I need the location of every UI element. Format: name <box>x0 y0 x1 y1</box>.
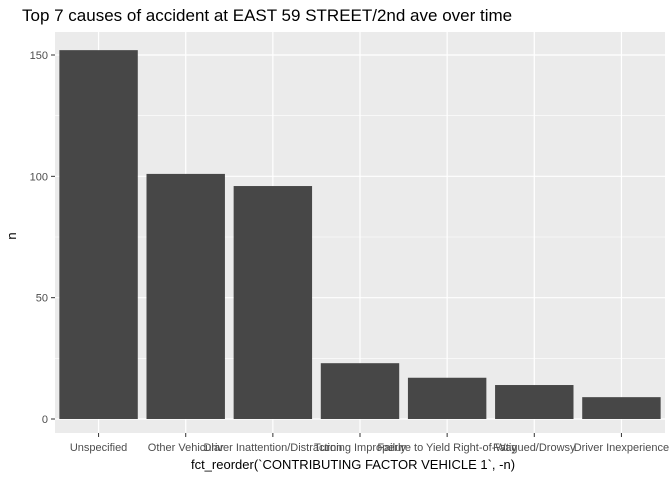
y-axis-ticks: 0 50 100 150 <box>30 50 55 426</box>
bar <box>233 186 313 419</box>
bar <box>407 377 487 419</box>
bar <box>320 363 400 419</box>
y-tick-label: 100 <box>30 171 48 183</box>
x-tick-label: Fatigued/Drowsy <box>493 442 576 454</box>
y-tick-label: 50 <box>36 293 48 305</box>
y-tick-label: 0 <box>42 414 48 426</box>
x-tick-label: Failure to Yield Right-of-Way <box>377 442 517 454</box>
bars <box>59 50 661 419</box>
chart-title: Top 7 causes of accident at EAST 59 STRE… <box>22 6 512 25</box>
y-tick-label: 150 <box>30 50 48 62</box>
bar <box>495 385 574 419</box>
x-tick-label: Unspecified <box>70 442 127 454</box>
x-axis-title: fct_reorder(`CONTRIBUTING FACTOR VEHICLE… <box>191 457 515 472</box>
x-tick-label: Driver Inexperience <box>574 442 669 454</box>
bar <box>582 397 661 419</box>
x-tick-label: Driver Inattention/Distraction <box>203 442 342 454</box>
x-tick-label: Turning Improperly <box>314 442 406 454</box>
x-tick-label: Other Vehicular <box>148 442 224 454</box>
bar <box>59 50 138 419</box>
y-axis-title: n <box>4 232 19 239</box>
bar <box>146 173 225 419</box>
